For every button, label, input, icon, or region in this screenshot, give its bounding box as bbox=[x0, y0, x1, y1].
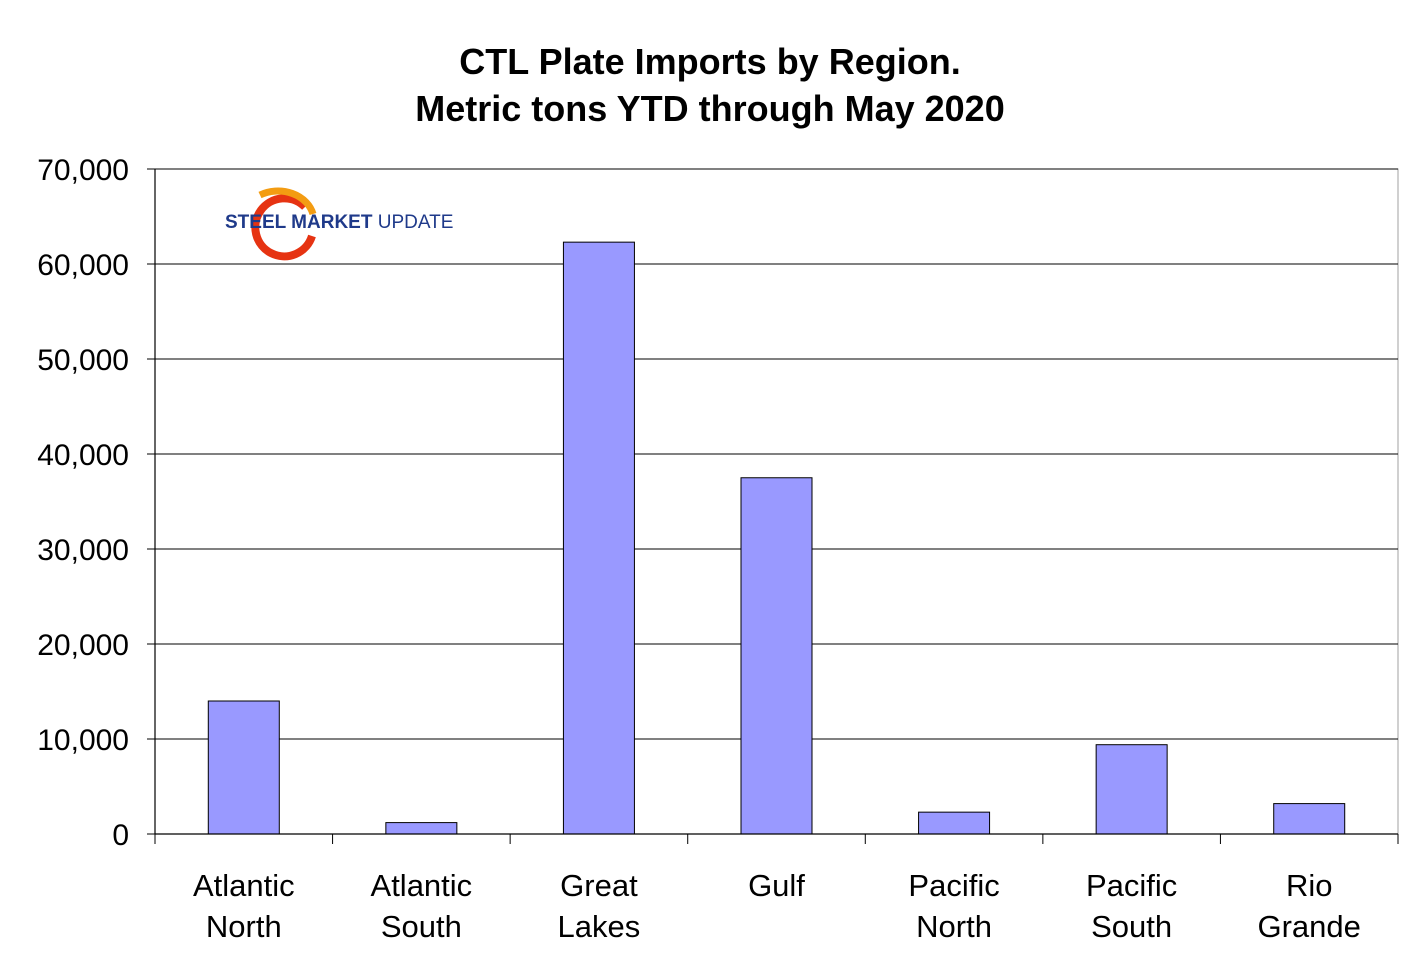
y-tick-label: 20,000 bbox=[37, 629, 129, 662]
y-tick-label: 10,000 bbox=[37, 724, 129, 757]
x-category-label: Grande bbox=[1258, 909, 1361, 944]
y-tick-label: 40,000 bbox=[37, 439, 129, 472]
bar bbox=[918, 811, 991, 835]
y-tick-label: 30,000 bbox=[37, 534, 129, 567]
x-category-label: North bbox=[206, 909, 282, 944]
x-category-label: Atlantic bbox=[371, 868, 473, 903]
x-category-label: Great bbox=[560, 868, 638, 903]
chart-title: CTL Plate Imports by Region. Metric tons… bbox=[0, 38, 1420, 132]
bar bbox=[385, 822, 458, 835]
y-tick-label: 60,000 bbox=[37, 249, 129, 282]
x-category-label: Lakes bbox=[558, 909, 641, 944]
swoosh-red-arc bbox=[251, 194, 316, 261]
swoosh-logo-icon bbox=[251, 187, 317, 261]
bar bbox=[1273, 803, 1346, 835]
logo-text: STEEL MARKET UPDATE bbox=[225, 212, 453, 233]
bar bbox=[562, 241, 635, 835]
chart-title-line-2: Metric tons YTD through May 2020 bbox=[415, 88, 1005, 129]
chart-title-line-1: CTL Plate Imports by Region. bbox=[459, 41, 961, 82]
logo-brand-light: UPDATE bbox=[372, 212, 453, 233]
y-tick-labels: 0 10,000 20,000 30,000 40,000 50,000 60,000 70,… bbox=[37, 154, 129, 852]
y-tick-label: 70,000 bbox=[37, 154, 129, 187]
bars bbox=[207, 241, 1346, 835]
bar bbox=[1095, 744, 1168, 835]
x-category-label: Atlantic bbox=[193, 868, 295, 903]
y-tick-label: 50,000 bbox=[37, 344, 129, 377]
bar bbox=[740, 477, 813, 835]
x-category-label: North bbox=[916, 909, 992, 944]
y-tick-label: 0 bbox=[112, 819, 129, 852]
logo-brand-bold: STEEL bbox=[225, 212, 287, 233]
x-category-label: South bbox=[381, 909, 462, 944]
x-category-label: Rio bbox=[1286, 868, 1333, 903]
x-category-label: Pacific bbox=[908, 868, 999, 903]
axes bbox=[147, 168, 1399, 844]
steel-market-update-logo: STEEL MARKET UPDATE bbox=[225, 187, 453, 261]
swoosh-orange-arc bbox=[258, 187, 317, 216]
x-category-label: Gulf bbox=[748, 868, 805, 903]
logo-brand-rest: MARKET bbox=[286, 212, 373, 233]
x-category-label: Pacific bbox=[1086, 868, 1177, 903]
x-category-label: South bbox=[1091, 909, 1172, 944]
x-category-labels: Atlantic North Atlantic South Great Lakes Gulf… bbox=[193, 868, 1361, 944]
bar bbox=[207, 700, 280, 835]
